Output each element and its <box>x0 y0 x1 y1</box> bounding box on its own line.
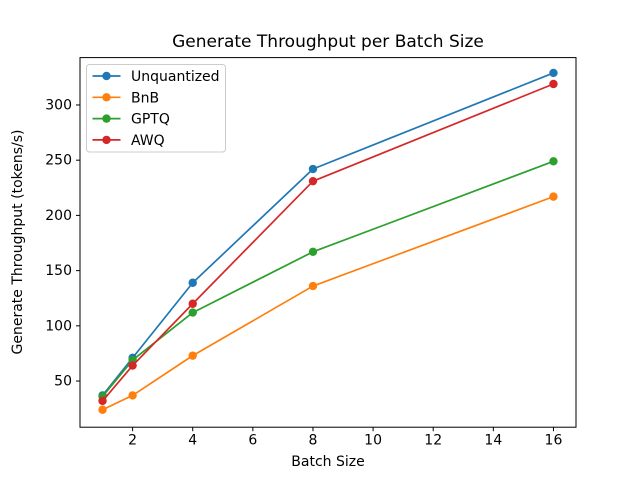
y-tick-label: 250 <box>45 153 72 169</box>
y-tick-label: 150 <box>45 263 72 279</box>
series-line-bnb <box>102 195 554 411</box>
x-tick-label: 6 <box>248 433 257 449</box>
legend-marker-sample <box>102 71 111 81</box>
series-marker-awq <box>549 79 558 89</box>
series-marker-unquantized <box>549 68 558 78</box>
series-marker-bnb <box>128 391 137 400</box>
series-marker-unquantized <box>188 278 197 287</box>
series-marker-bnb <box>308 281 318 291</box>
series-marker-bnb <box>98 405 107 414</box>
y-axis-label: Generate Throughput (tokens/s) <box>10 130 26 355</box>
legend-marker-sample <box>102 93 111 102</box>
x-tick-label: 10 <box>364 433 382 449</box>
legend-label-bnb: BnB <box>131 90 159 106</box>
series-marker-awq <box>98 396 107 406</box>
x-tick-label: 2 <box>128 433 137 449</box>
series-marker-awq <box>188 299 197 308</box>
series-marker-gptq <box>308 247 318 257</box>
series-marker-gptq <box>549 157 558 166</box>
x-tick-label: 12 <box>424 433 442 449</box>
legend-marker-sample <box>102 135 111 145</box>
series-marker-gptq <box>188 308 197 317</box>
series-marker-bnb <box>188 351 197 360</box>
y-tick-label: 50 <box>54 374 72 390</box>
legend-label-gptq: GPTQ <box>131 112 170 128</box>
series-marker-unquantized <box>308 164 318 174</box>
axes-spines <box>79 57 577 428</box>
series-marker-awq <box>308 176 318 186</box>
series-line-gptq <box>101 160 554 398</box>
x-tick-label: 16 <box>545 433 563 449</box>
x-axis-label: Batch Size <box>291 454 364 470</box>
legend-box <box>86 64 226 153</box>
chart-title: Generate Throughput per Batch Size <box>172 32 484 52</box>
y-tick-label: 300 <box>45 97 72 113</box>
series-marker-bnb <box>549 192 558 201</box>
y-tick-label: 100 <box>45 318 72 334</box>
x-tick-label: 8 <box>309 433 318 449</box>
legend-label-unquantized: Unquantized <box>131 69 220 85</box>
y-tick-label: 200 <box>45 208 72 224</box>
series-marker-awq <box>128 361 137 370</box>
legend-label-awq: AWQ <box>131 133 165 149</box>
legend-marker-sample <box>102 114 111 123</box>
plot-area: 2 4 6 8 10 12 14 16 50 100 150 200 250 300 Unquantized… <box>45 57 577 449</box>
x-tick-label: 14 <box>484 433 502 449</box>
x-tick-label: 4 <box>188 433 197 449</box>
